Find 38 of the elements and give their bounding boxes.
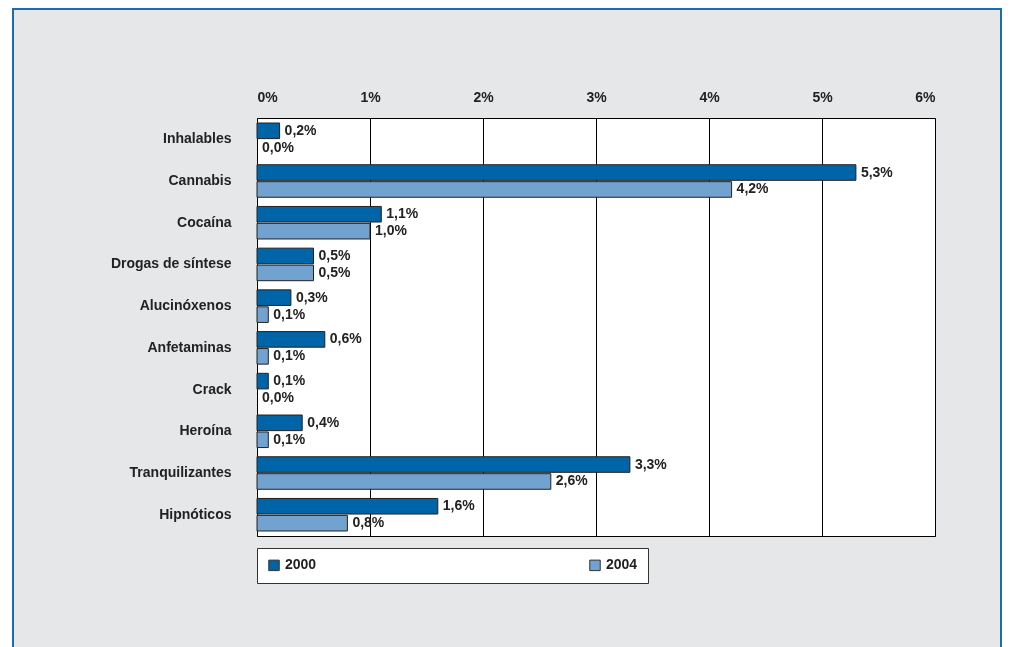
y-tick-label: Drogas de síntese — [110, 255, 232, 272]
x-tick-label: 0% — [257, 88, 279, 105]
data-label: 0,5% — [318, 263, 351, 280]
y-tick-label: Anfetaminas — [147, 338, 232, 355]
data-label: 0,1% — [273, 372, 306, 389]
data-label: 0,6% — [329, 330, 363, 347]
data-label: 3,3% — [634, 455, 668, 472]
data-label: 0,0% — [262, 389, 295, 406]
x-tick-label: 3% — [586, 88, 608, 105]
data-label: 0,4% — [307, 413, 340, 430]
legend-label: 2000 — [285, 556, 317, 573]
y-tick-label: Crack — [192, 380, 232, 397]
data-label: 5,3% — [860, 163, 894, 180]
data-label: 0,2% — [284, 121, 318, 138]
y-tick-label: Heroína — [179, 422, 232, 439]
y-tick-label: Cocaína — [177, 213, 232, 230]
y-tick-label: Alucinóxenos — [139, 297, 232, 314]
y-tick-label: Hipnóticos — [159, 505, 232, 522]
x-tick-label: 6% — [915, 88, 937, 105]
data-label: 1,0% — [375, 222, 408, 239]
y-tick-label: Cannabis — [168, 171, 232, 188]
data-label: 4,2% — [736, 180, 770, 197]
data-label: 0,1% — [273, 347, 306, 364]
data-label: 1,1% — [386, 205, 419, 222]
data-label: 0,0% — [262, 138, 295, 155]
x-tick-label: 2% — [473, 88, 495, 105]
data-label: 2,6% — [555, 472, 589, 489]
y-tick-label: Tranquilizantes — [129, 464, 232, 481]
y-tick-label: Inhalables — [163, 130, 232, 147]
x-tick-label: 1% — [360, 88, 382, 105]
data-label: 1,6% — [442, 497, 476, 514]
data-label: 0,1% — [273, 430, 306, 447]
data-label: 0,3% — [295, 288, 329, 305]
data-label: 0,5% — [318, 246, 351, 263]
x-tick-label: 4% — [699, 88, 721, 105]
legend-label: 2004 — [606, 556, 638, 573]
x-tick-label: 5% — [812, 88, 834, 105]
data-label: 0,1% — [273, 305, 306, 322]
